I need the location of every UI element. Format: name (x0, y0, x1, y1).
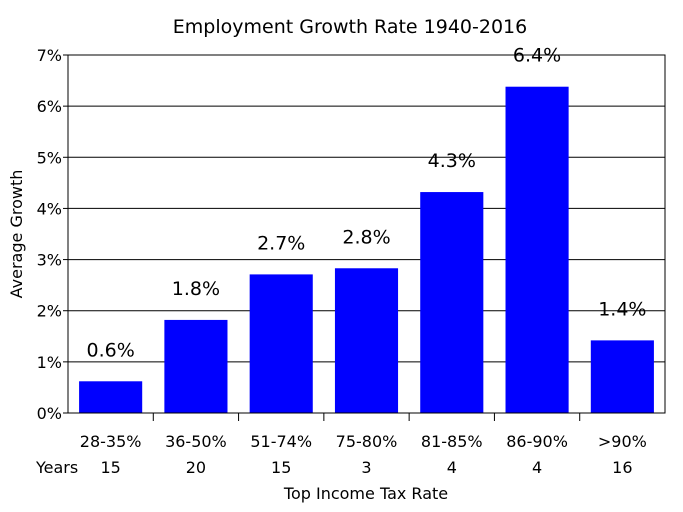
chart-title: Employment Growth Rate 1940-2016 (173, 16, 527, 38)
y-tick-label: 5% (37, 148, 62, 167)
bar (505, 86, 569, 414)
y-tick-label: 2% (37, 302, 62, 321)
years-value: 16 (612, 458, 632, 477)
y-axis-ticks: 0% 1% 2% 3% 4% 5% 6% 7% (37, 46, 68, 423)
x-tick-label: 86-90% (506, 432, 568, 451)
years-value: 4 (447, 458, 457, 477)
y-tick-label: 7% (37, 46, 62, 65)
x-tick-label: 75-80% (336, 432, 398, 451)
value-labels: 0.6% 1.8% 2.7% 2.8% 4.3% 6.4% 1.4% (87, 45, 647, 362)
bar-value-label: 4.3% (428, 150, 476, 172)
years-value: 3 (361, 458, 371, 477)
y-tick-label: 0% (37, 404, 62, 423)
bar-value-label: 2.7% (257, 232, 305, 254)
bar (420, 192, 484, 413)
bar-value-label: 1.8% (172, 278, 220, 300)
years-value: 15 (100, 458, 120, 477)
x-tick-label: >90% (598, 432, 647, 451)
plot-frame (67, 54, 666, 414)
bar-value-label: 1.4% (598, 298, 646, 320)
y-axis-label: Average Growth (7, 170, 26, 299)
y-tick-label: 3% (37, 251, 62, 270)
x-tick-label: 51-74% (250, 432, 312, 451)
bar (79, 381, 143, 413)
bar (334, 268, 399, 413)
bar-value-label: 0.6% (87, 339, 135, 361)
bar-value-label: 6.4% (513, 45, 561, 67)
years-value: 20 (186, 458, 206, 477)
y-tick-label: 4% (37, 199, 62, 218)
y-tick-label: 6% (37, 97, 62, 116)
bar (590, 340, 654, 413)
x-axis-ticks: 28-35% 15 36-50% 20 51-74% 15 75-80% 3 81-85% 4 86… (80, 413, 647, 477)
x-tick-label: 81-85% (421, 432, 483, 451)
bar (249, 274, 313, 413)
bar (164, 319, 228, 413)
years-value: 15 (271, 458, 291, 477)
bar-value-label: 2.8% (342, 226, 390, 248)
bars (79, 86, 654, 414)
x-tick-label: 36-50% (165, 432, 227, 451)
y-tick-label: 1% (37, 353, 62, 372)
years-row-label: Years (35, 458, 78, 477)
x-axis-label: Top Income Tax Rate (283, 484, 448, 503)
years-value: 4 (532, 458, 542, 477)
x-tick-label: 28-35% (80, 432, 142, 451)
